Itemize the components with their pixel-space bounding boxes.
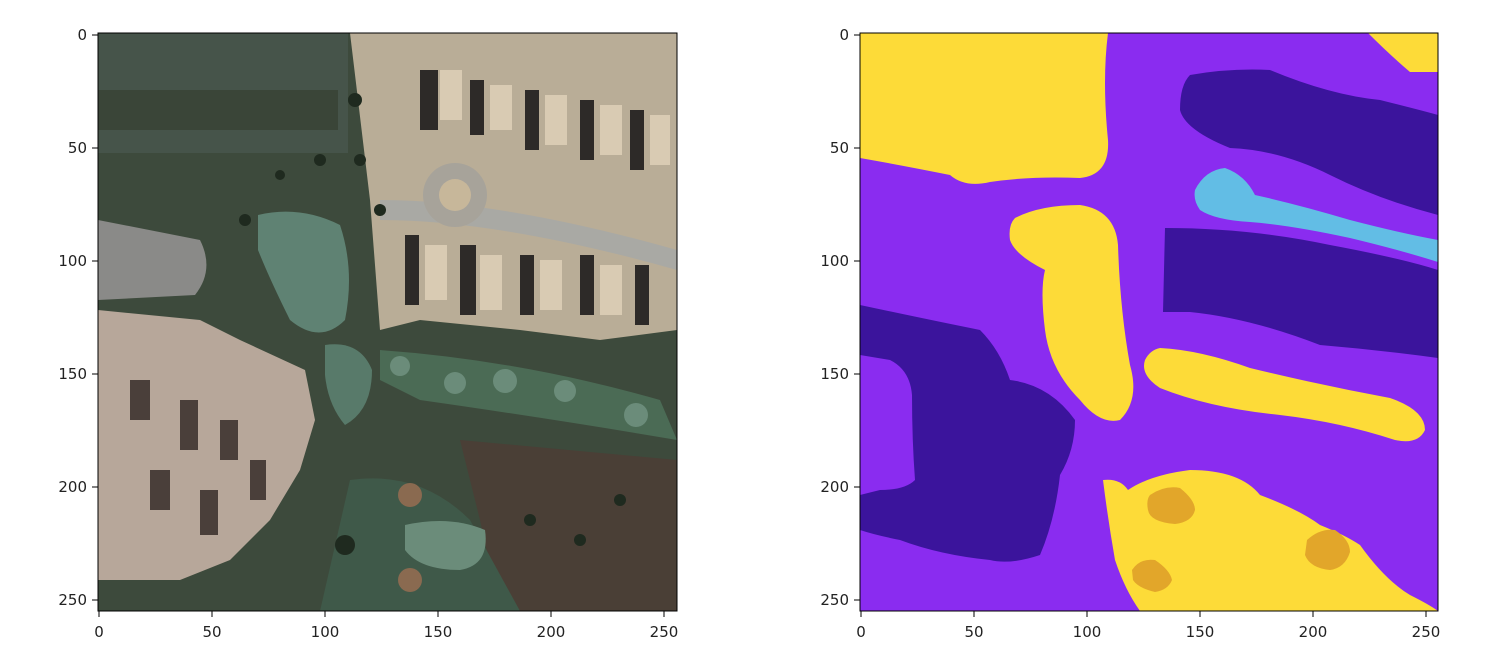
segmentation-panel: 0 50 100 150 200 250 0 50 100 150 200 25…	[820, 26, 1440, 641]
x-tick-label: 200	[1299, 623, 1328, 641]
y-tick-label: 200	[58, 478, 87, 496]
satellite-y-ticks	[92, 34, 98, 601]
x-tick-label: 250	[650, 623, 679, 641]
mask-dark-region	[1180, 69, 1438, 215]
segmentation-y-tick-labels: 0 50 100 150 200 250	[820, 26, 849, 609]
y-tick-label: 50	[68, 139, 87, 157]
segmentation-x-ticks	[860, 611, 1427, 617]
satellite-x-ticks	[98, 611, 665, 617]
y-tick-label: 150	[820, 365, 849, 383]
y-tick-label: 250	[58, 591, 87, 609]
x-tick-label: 100	[311, 623, 340, 641]
satellite-axes-frame	[97, 32, 678, 612]
satellite-image	[98, 33, 677, 611]
x-tick-label: 150	[1186, 623, 1215, 641]
mask-dark-region	[860, 305, 1075, 562]
x-tick-label: 250	[1412, 623, 1441, 641]
mask-blue-region	[1194, 168, 1438, 262]
x-tick-label: 50	[202, 623, 221, 641]
mask-yellow-region	[1368, 33, 1438, 72]
y-tick-label: 200	[820, 478, 849, 496]
y-tick-label: 0	[77, 26, 87, 44]
x-tick-label: 50	[964, 623, 983, 641]
y-tick-label: 150	[58, 365, 87, 383]
segmentation-axes-frame	[859, 32, 1439, 612]
segmentation-x-tick-labels: 0 50 100 150 200 250	[856, 623, 1440, 641]
mask-gold-region	[1132, 559, 1172, 592]
mask-gold-region	[1147, 487, 1195, 524]
y-tick-label: 50	[830, 139, 849, 157]
satellite-panel: 0 50 100 150 200 250 0 50 100 150 200 25…	[58, 26, 678, 641]
x-tick-label: 100	[1073, 623, 1102, 641]
y-tick-label: 100	[820, 252, 849, 270]
mask-yellow-region	[1009, 205, 1134, 421]
y-tick-label: 250	[820, 591, 849, 609]
segmentation-mask	[860, 33, 1438, 611]
satellite-x-tick-labels: 0 50 100 150 200 250	[94, 623, 678, 641]
y-tick-label: 0	[839, 26, 849, 44]
mask-yellow-region	[1144, 348, 1425, 442]
mask-background-region	[860, 355, 915, 495]
y-tick-label: 100	[58, 252, 87, 270]
mask-dark-region	[1163, 228, 1438, 358]
x-tick-label: 150	[424, 623, 453, 641]
mask-yellow-region	[860, 33, 1109, 184]
mask-gold-region	[1305, 529, 1350, 570]
x-tick-label: 200	[537, 623, 566, 641]
x-tick-label: 0	[856, 623, 866, 641]
x-tick-label: 0	[94, 623, 104, 641]
segmentation-y-ticks	[854, 34, 860, 601]
satellite-y-tick-labels: 0 50 100 150 200 250	[58, 26, 87, 609]
